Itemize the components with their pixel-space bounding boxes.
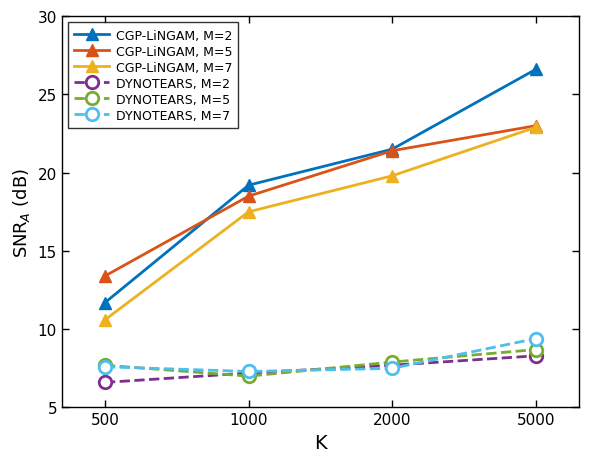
CGP-LiNGAM, M=7 [101, 317, 109, 323]
DYNOTEARS, M=2 [532, 353, 539, 359]
CGP-LiNGAM, M=5 [101, 274, 109, 279]
CGP-LiNGAM, M=7 [532, 125, 539, 131]
Line: CGP-LiNGAM, M=7: CGP-LiNGAM, M=7 [99, 122, 542, 326]
X-axis label: K: K [314, 433, 327, 452]
DYNOTEARS, M=7 [245, 369, 252, 375]
DYNOTEARS, M=5 [389, 359, 396, 365]
DYNOTEARS, M=2 [101, 380, 109, 385]
Y-axis label: SNR$_A$ (dB): SNR$_A$ (dB) [11, 168, 32, 257]
CGP-LiNGAM, M=2 [532, 68, 539, 73]
Line: CGP-LiNGAM, M=5: CGP-LiNGAM, M=5 [99, 120, 542, 282]
Line: DYNOTEARS, M=2: DYNOTEARS, M=2 [99, 350, 542, 389]
DYNOTEARS, M=7 [101, 364, 109, 370]
DYNOTEARS, M=5 [245, 374, 252, 379]
CGP-LiNGAM, M=2 [101, 300, 109, 306]
DYNOTEARS, M=2 [389, 363, 396, 368]
Line: DYNOTEARS, M=7: DYNOTEARS, M=7 [99, 332, 542, 378]
Legend: CGP-LiNGAM, M=2, CGP-LiNGAM, M=5, CGP-LiNGAM, M=7, DYNOTEARS, M=2, DYNOTEARS, M=: CGP-LiNGAM, M=2, CGP-LiNGAM, M=5, CGP-Li… [68, 23, 238, 129]
CGP-LiNGAM, M=5 [245, 194, 252, 200]
Line: CGP-LiNGAM, M=2: CGP-LiNGAM, M=2 [99, 64, 542, 309]
CGP-LiNGAM, M=2 [245, 183, 252, 188]
DYNOTEARS, M=2 [245, 370, 252, 376]
Line: DYNOTEARS, M=5: DYNOTEARS, M=5 [99, 344, 542, 382]
CGP-LiNGAM, M=2 [389, 147, 396, 153]
CGP-LiNGAM, M=5 [389, 149, 396, 154]
CGP-LiNGAM, M=7 [389, 174, 396, 179]
DYNOTEARS, M=5 [101, 363, 109, 368]
DYNOTEARS, M=5 [532, 347, 539, 352]
DYNOTEARS, M=7 [389, 366, 396, 371]
CGP-LiNGAM, M=5 [532, 124, 539, 129]
DYNOTEARS, M=7 [532, 336, 539, 342]
CGP-LiNGAM, M=7 [245, 210, 252, 215]
